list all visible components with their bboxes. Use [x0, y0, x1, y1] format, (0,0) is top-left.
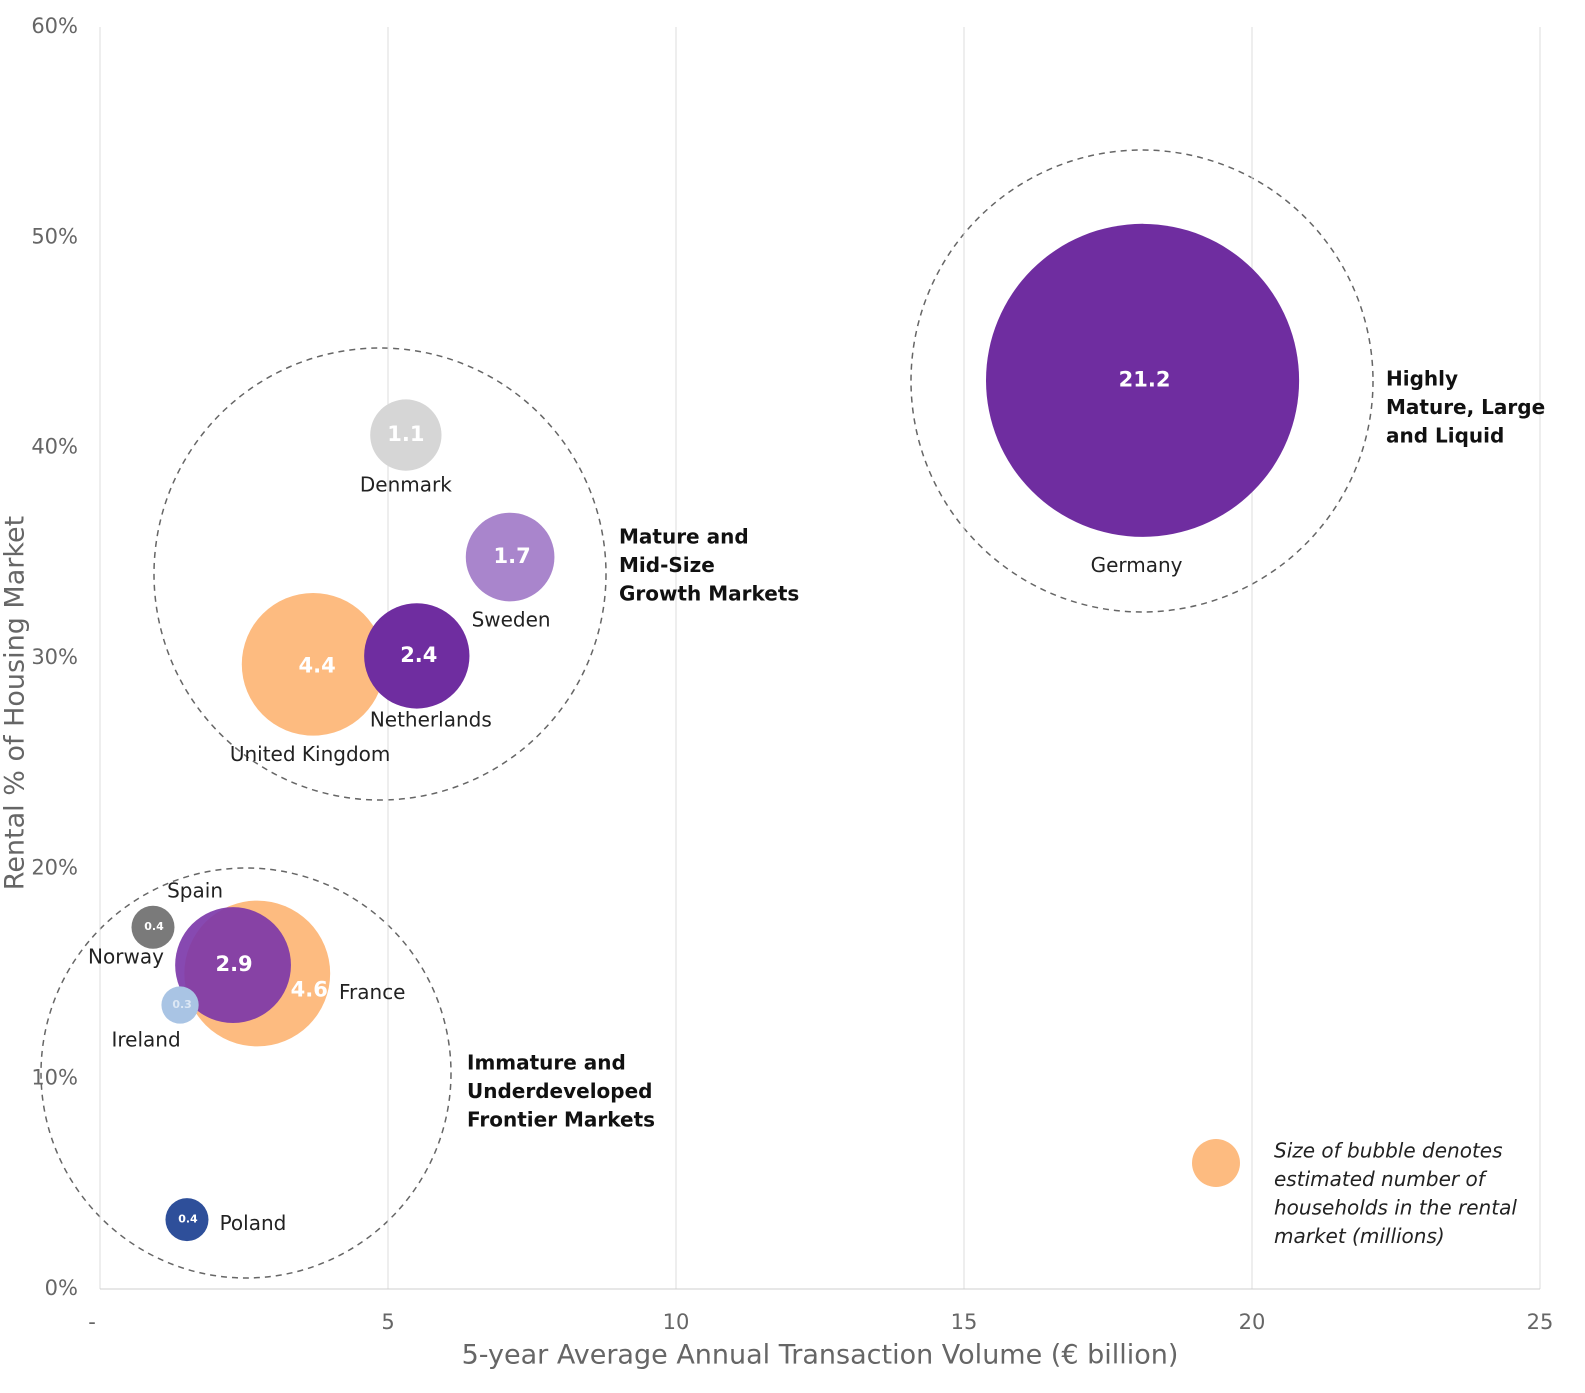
x-tick-label: 15 [951, 1310, 978, 1334]
point-label: Netherlands [370, 707, 492, 731]
group-label: Mature and [619, 525, 749, 549]
size-note: Size of bubble denotes [1274, 1139, 1503, 1163]
y-tick-label: 30% [31, 645, 78, 669]
group-label: Immature and [467, 1051, 626, 1075]
group-label: Highly [1386, 367, 1458, 391]
group-label: Frontier Markets [467, 1108, 655, 1132]
point-label: Denmark [360, 473, 452, 497]
value-label: 21.2 [1119, 367, 1171, 391]
bubble [465, 512, 555, 602]
x-tick-label: 25 [1527, 1310, 1554, 1334]
y-axis-title: Rental % of Housing Market [0, 516, 31, 890]
y-tick-label: 60% [31, 14, 78, 38]
size-note: estimated number of [1274, 1167, 1488, 1191]
bubble [165, 1198, 209, 1242]
point-label: France [339, 980, 406, 1004]
group-label: Mature, Large [1386, 395, 1545, 419]
bubble [131, 905, 175, 949]
bubble [241, 592, 385, 736]
bubble [986, 223, 1300, 537]
value-label: 1.1 [387, 422, 424, 446]
marks: 1.1 Denmark 1.7 Sweden 4.4 United Kingdom 2.4 N… [88, 223, 1300, 1242]
size-note: households in the rental [1274, 1196, 1517, 1220]
point-label: Spain [167, 879, 223, 903]
value-label: 1.7 [494, 544, 531, 568]
x-tick-label: - [88, 1310, 96, 1334]
value-label: 2.9 [215, 952, 252, 976]
x-tick-label: 10 [663, 1310, 690, 1334]
group-outline [153, 347, 607, 801]
x-axis-title: 5-year Average Annual Transaction Volume… [462, 1340, 1179, 1371]
group-outline [910, 149, 1374, 613]
value-label: 0.4 [144, 920, 164, 933]
point-label: United Kingdom [230, 742, 391, 766]
bubble [175, 907, 291, 1023]
size-note: market (millions) [1274, 1224, 1445, 1248]
value-label: 0.4 [178, 1213, 198, 1226]
x-tick-label: 5 [381, 1310, 394, 1334]
point-label: Ireland [111, 1028, 180, 1052]
grid: - 5 10 15 20 25 0% 10% 20% 30% 40% 50% 60% [31, 14, 1553, 1334]
bubble [370, 399, 442, 471]
point-label: Sweden [472, 608, 551, 632]
x-tick-label: 20 [1239, 1310, 1266, 1334]
value-label: 0.3 [172, 998, 192, 1011]
value-label: 2.4 [400, 643, 437, 667]
group-outline [40, 867, 452, 1279]
y-tick-label: 10% [31, 1066, 78, 1090]
bubble [161, 986, 199, 1024]
legend-bubble [1192, 1139, 1240, 1187]
bubble [364, 603, 470, 709]
group-label: Growth Markets [619, 582, 799, 606]
value-label: 4.4 [299, 653, 336, 677]
value-label: 4.6 [291, 978, 328, 1002]
group-label: Mid-Size [619, 553, 715, 577]
point-label: Norway [88, 945, 164, 969]
group-label: Underdeveloped [467, 1079, 653, 1103]
point-label: Poland [220, 1211, 287, 1235]
point-label: Germany [1091, 553, 1183, 577]
group-label: and Liquid [1386, 424, 1504, 448]
y-tick-label: 50% [31, 224, 78, 248]
y-tick-label: 20% [31, 855, 78, 879]
y-tick-label: 0% [45, 1276, 78, 1300]
y-tick-label: 40% [31, 435, 78, 459]
